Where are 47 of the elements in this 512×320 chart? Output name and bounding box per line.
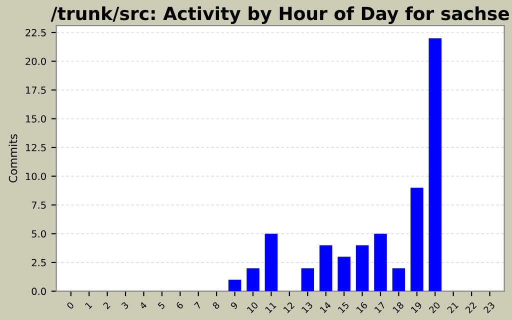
bar [410, 188, 424, 292]
y-tick-label: 22.5 [26, 28, 46, 36]
y-tick-label: 20.0 [26, 58, 46, 66]
x-tick-label: 5 [158, 302, 166, 310]
x-tick-label: 6 [176, 301, 184, 310]
y-axis-title: Commits [8, 134, 18, 182]
bar [428, 38, 442, 292]
bar [374, 234, 387, 292]
chart-title: /trunk/src: Activity by Hour of Day for sachse [50, 6, 510, 24]
y-tick-label: 17.5 [26, 86, 46, 94]
x-tick-label: 18 [392, 301, 404, 314]
x-tick-label: 15 [338, 302, 350, 314]
y-tick-label: 12.5 [26, 144, 46, 152]
x-tick-label: 16 [356, 301, 368, 314]
bar [319, 245, 332, 292]
x-tick-label: 13 [301, 302, 314, 314]
x-tick-label: 1 [84, 302, 92, 310]
x-tick-label: 21 [446, 302, 459, 314]
x-tick-label: 4 [139, 301, 148, 310]
x-tick-label: 9 [230, 301, 238, 310]
bar [392, 268, 406, 292]
bar [301, 268, 314, 292]
bar [228, 280, 242, 292]
bar [338, 256, 350, 292]
y-tick-label: 7.5 [32, 202, 46, 209]
x-tick-label: 0 [66, 301, 74, 310]
y-tick-label: 5.0 [32, 230, 46, 238]
y-tick-label: 10.0 [26, 172, 46, 180]
x-tick-label: 19 [410, 301, 422, 314]
y-tick-label: 0.0 [32, 288, 46, 296]
x-tick-label: 7 [194, 302, 202, 310]
x-tick-label: 3 [121, 302, 129, 310]
x-tick-label: 14 [320, 301, 332, 314]
x-tick-label: 23 [483, 302, 496, 314]
y-tick-label: 15.0 [26, 115, 46, 123]
x-tick-label: 17 [374, 302, 386, 314]
x-tick-label: 8 [212, 301, 220, 310]
x-tick-label: 11 [264, 302, 276, 314]
bar [264, 234, 278, 292]
x-tick-label: 20 [428, 301, 441, 314]
x-tick-label: 12 [283, 302, 295, 314]
y-tick-label: 2.5 [32, 258, 46, 266]
x-tick-label: 22 [464, 302, 477, 314]
x-tick-label: 10 [246, 301, 258, 314]
bar [246, 268, 260, 292]
bar [356, 245, 369, 292]
x-tick-label: 2 [102, 302, 110, 310]
